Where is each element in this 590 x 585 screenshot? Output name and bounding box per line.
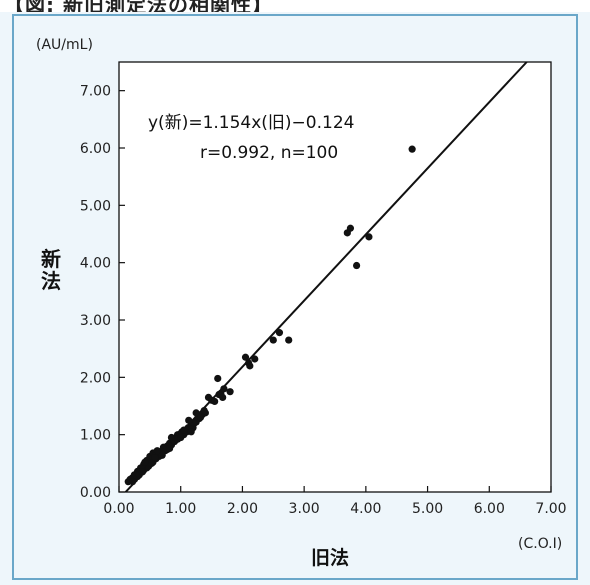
cropped-header-strip: 【図: 新旧測定法の相関性】 [0, 0, 590, 12]
chart-frame [12, 14, 578, 580]
x-tick-label: 4.00 [350, 501, 381, 517]
data-point [241, 353, 250, 361]
x-tick-label: 7.00 [535, 501, 566, 517]
x-tick-label: 5.00 [412, 501, 443, 517]
data-point [192, 409, 200, 417]
data-point [185, 416, 193, 424]
cropped-header-text: 【図: 新旧測定法の相関性】 [4, 0, 273, 12]
data-point [211, 397, 219, 406]
x-axis-title: 旧法 [311, 546, 349, 569]
y-tick-label: 7.00 [80, 84, 111, 100]
data-point [138, 468, 147, 476]
data-point [166, 444, 174, 453]
data-point [141, 458, 149, 466]
x-tick-label: 6.00 [474, 501, 505, 517]
data-point [148, 459, 156, 467]
data-point [177, 433, 185, 442]
y-unit-label: (AU/mL) [36, 37, 93, 53]
data-point [275, 329, 284, 337]
data-point [251, 355, 259, 363]
data-point [353, 261, 361, 270]
x-tick-label: 3.00 [289, 501, 320, 517]
x-unit-label: (C.O.I) [518, 536, 562, 552]
data-point [187, 428, 195, 436]
data-point [346, 224, 355, 232]
y-tick-label: 4.00 [80, 256, 111, 272]
data-point [365, 233, 373, 241]
y-axis-ticks: 0.00 1.00 2.00 3.00 4.00 5.00 6.00 7.00 [80, 84, 125, 501]
x-tick-label: 2.00 [227, 501, 258, 517]
data-point [408, 145, 416, 153]
y-tick-label: 3.00 [80, 313, 111, 329]
data-point [167, 433, 176, 442]
data-point [151, 454, 159, 462]
regression-equation: y(新)=1.154x(旧)−0.124 [148, 113, 354, 133]
data-point [269, 336, 277, 344]
data-point [220, 385, 228, 393]
x-tick-label: 1.00 [165, 501, 196, 517]
data-point [226, 388, 234, 396]
x-tick-label: 0.00 [103, 501, 134, 517]
x-axis-ticks: 0.00 1.00 2.00 3.00 4.00 5.00 6.00 7.00 [103, 486, 567, 517]
data-point [153, 447, 161, 455]
y-tick-label: 2.00 [80, 370, 111, 386]
data-points [124, 145, 416, 486]
data-point [285, 336, 293, 344]
data-point [219, 393, 227, 401]
y-tick-label: 6.00 [80, 141, 111, 157]
y-tick-label: 1.00 [80, 428, 111, 444]
y-tick-label: 5.00 [80, 198, 111, 214]
data-point [246, 362, 254, 370]
data-point [158, 451, 166, 459]
y-tick-label: 0.00 [80, 485, 111, 501]
data-point [200, 406, 208, 415]
data-point [214, 374, 222, 383]
data-point [130, 471, 139, 479]
y-axis-title: 新法 [41, 247, 61, 293]
data-point [180, 426, 188, 434]
data-point [196, 413, 205, 422]
regression-stats: r=0.992, n=100 [200, 143, 338, 163]
data-point [128, 478, 137, 486]
